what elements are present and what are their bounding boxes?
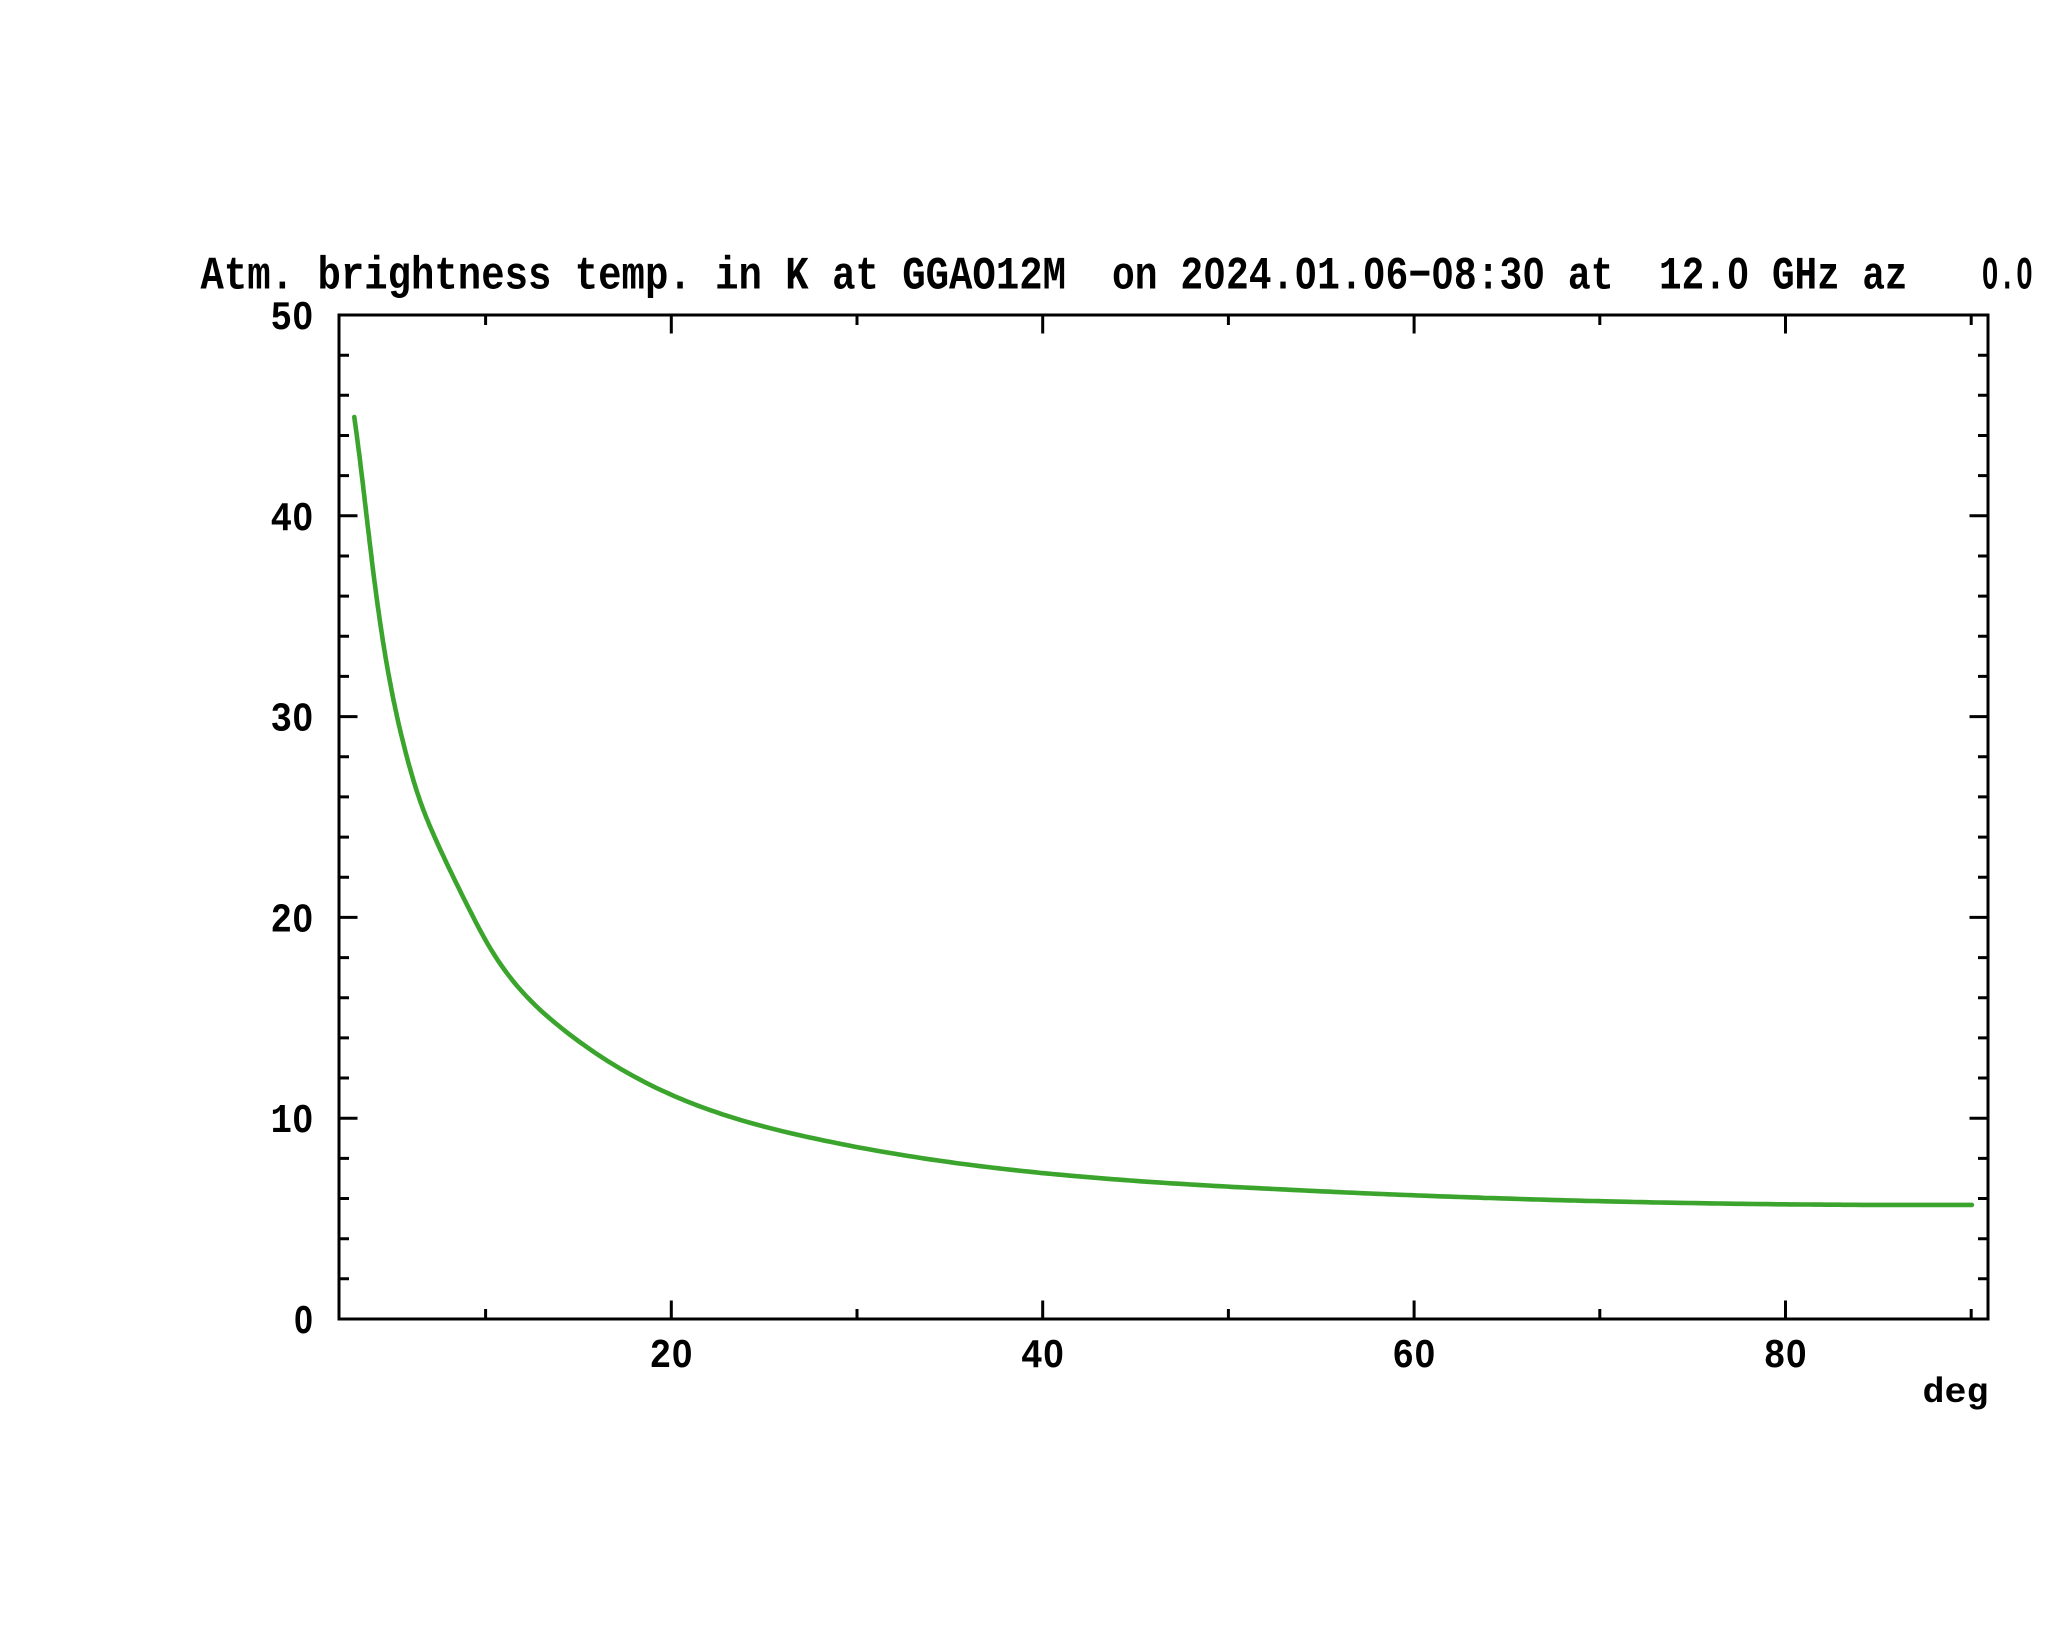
svg-text:deg: deg — [1923, 1373, 1989, 1413]
svg-text:40: 40 — [1021, 1334, 1065, 1380]
svg-text:on 2024.01.06−08:30 at: on 2024.01.06−08:30 at — [1112, 251, 1614, 303]
svg-text:12.0 GHz az: 12.0 GHz az — [1659, 251, 1908, 303]
svg-text:80: 80 — [1764, 1334, 1808, 1380]
svg-text:40: 40 — [271, 497, 314, 543]
svg-text:20: 20 — [650, 1334, 694, 1380]
svg-text:Atm. brightness temp. in K at: Atm. brightness temp. in K at GGAO12M — [201, 251, 1067, 303]
svg-text:50: 50 — [271, 296, 314, 342]
svg-text:30: 30 — [271, 698, 314, 744]
svg-text:60: 60 — [1392, 1334, 1436, 1380]
svg-text:10: 10 — [271, 1099, 314, 1145]
svg-text:20: 20 — [271, 898, 314, 944]
